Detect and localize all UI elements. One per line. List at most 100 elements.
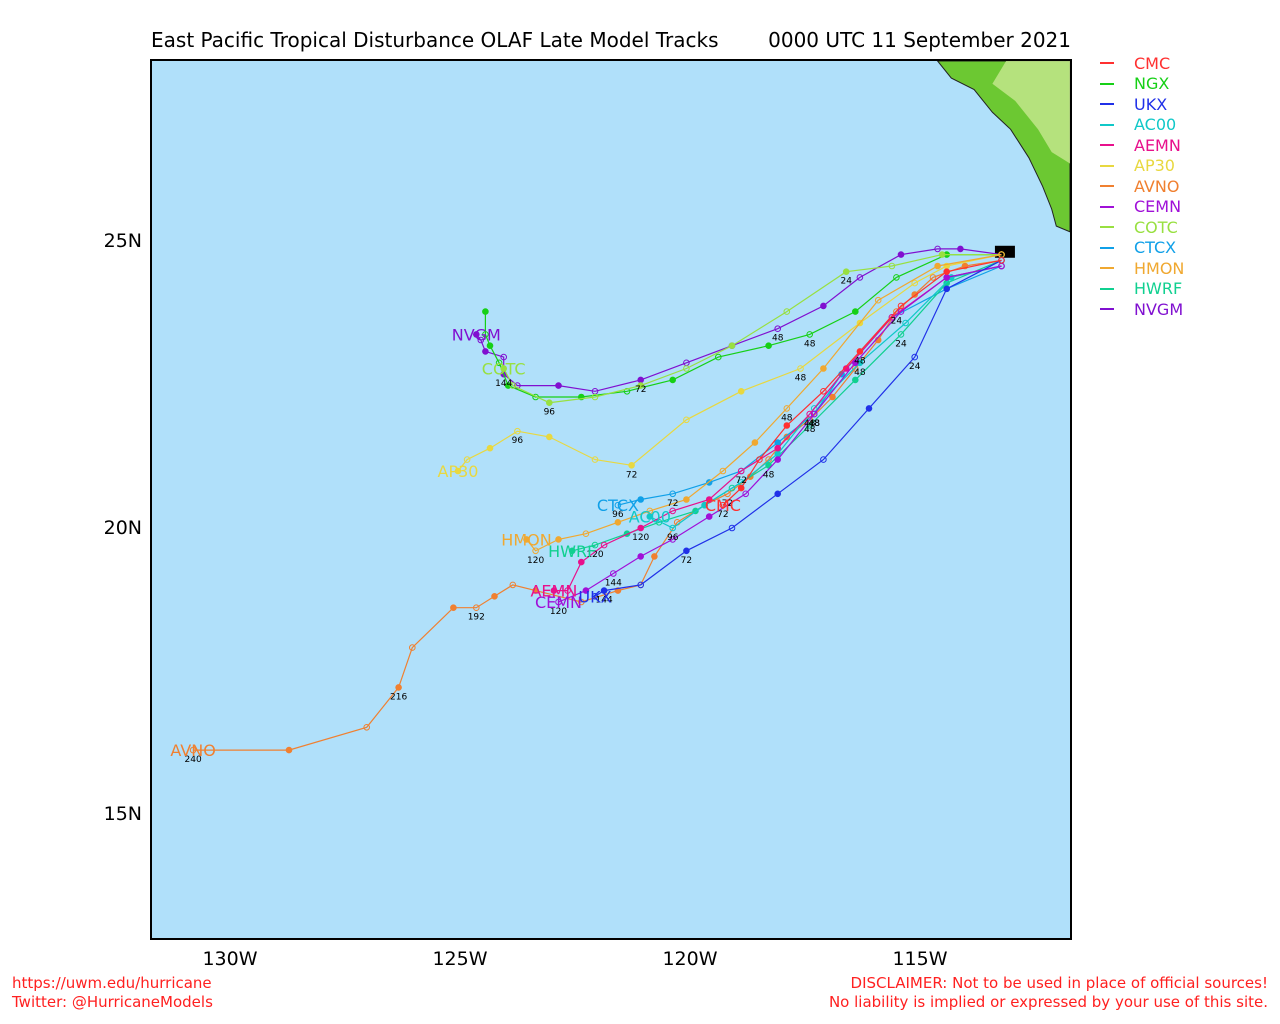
track-point: [737, 467, 745, 475]
track-point: [856, 348, 864, 355]
track-point: [934, 262, 941, 270]
legend-item-ukx: UKX: [1100, 94, 1184, 115]
disclaimer-line-2: No liability is implied or expressed by …: [828, 993, 1268, 1011]
forecast-hour-label: 216: [390, 692, 407, 702]
track-point: [669, 536, 677, 543]
legend-swatch: [1100, 123, 1114, 126]
model-tracks: [189, 245, 1005, 754]
track-point: [532, 587, 539, 594]
legend-label: NVGM: [1134, 299, 1184, 319]
forecast-hour-label: 48: [854, 356, 866, 366]
legend-item-cmc: CMC: [1100, 53, 1184, 74]
track-point: [897, 302, 905, 310]
forecast-hour-label: 48: [804, 419, 816, 429]
track-point: [742, 490, 750, 498]
track-point: [765, 342, 772, 350]
track-point: [482, 331, 489, 338]
track-point: [500, 353, 508, 361]
track-point: [705, 513, 713, 520]
footer-disclaimer: DISCLAIMER: Not to be used in place of o…: [829, 974, 1268, 1012]
track-point: [578, 598, 585, 606]
track-point: [852, 359, 859, 367]
forecast-hour-label: 48: [804, 339, 816, 349]
track-point: [637, 376, 645, 384]
forecast-hour-label: 24: [895, 339, 907, 349]
forecast-hour-label: 120: [632, 533, 649, 543]
forecast-hour-label: 72: [635, 385, 646, 395]
legend-item-ngx: NGX: [1100, 74, 1184, 95]
track-point: [683, 547, 690, 555]
track-point: [637, 496, 645, 503]
forecast-hour-label: 48: [763, 470, 775, 480]
forecast-hour-label: 96: [612, 510, 624, 520]
track-point: [810, 410, 818, 418]
track-point: [783, 422, 791, 429]
lat-label-15n: 15N: [103, 803, 142, 825]
forecast-hour-label: 72: [735, 476, 746, 486]
track-point: [628, 462, 635, 469]
forecast-hour-label: 48: [854, 368, 866, 378]
track-point: [395, 684, 402, 691]
footer-url-link[interactable]: https://uwm.edu/hurricane: [12, 974, 212, 992]
track-point: [957, 245, 964, 253]
track-point: [482, 348, 489, 355]
track-point: [450, 604, 457, 612]
track-point: [669, 490, 677, 498]
footer-twitter: Twitter: @HurricaneModels: [12, 993, 213, 1011]
track-point: [911, 353, 919, 361]
forecast-hour-label: 240: [185, 755, 202, 765]
track-point: [582, 587, 590, 594]
track-point: [600, 541, 608, 549]
track-point: [774, 444, 782, 452]
track-point: [591, 541, 599, 549]
legend: CMC NGX UKX AC00 AEMN AP30 AVNO CEMN COTC CTCX HMO…: [1100, 53, 1184, 320]
track-point: [774, 490, 782, 498]
track-point: [509, 382, 517, 389]
legend-swatch: [1100, 226, 1114, 229]
legend-swatch: [1100, 164, 1114, 167]
track-point: [943, 285, 951, 293]
track-point: [473, 331, 480, 338]
track-point: [495, 359, 503, 367]
map-frame: 24 48 72 192 216 240 AVNO 48 72 144 NVGM 48 24 96 COTC…: [150, 59, 1072, 940]
forecast-hour-label: 192: [468, 613, 485, 623]
forecast-hour-label: 72: [667, 499, 678, 509]
track-point: [806, 410, 814, 418]
track-point: [555, 598, 562, 606]
legend-swatch: [1100, 308, 1114, 311]
track-point: [683, 365, 690, 372]
legend-item-ac00: AC00: [1100, 115, 1184, 136]
track-point: [783, 308, 791, 315]
legend-label: AVNO: [1134, 176, 1180, 196]
forecast-hour-label: 48: [808, 419, 820, 429]
track-end-label-cotc: COTC: [482, 360, 526, 379]
footer-left: https://uwm.edu/hurricane Twitter: @Hurr…: [12, 974, 213, 1012]
track-point: [669, 376, 677, 384]
track-point: [637, 524, 645, 532]
forecast-hour-label: 144: [495, 379, 512, 389]
track-nvgm: [473, 245, 1005, 395]
track-point: [715, 353, 722, 361]
track-point: [852, 376, 859, 384]
legend-label: AP30: [1134, 156, 1175, 176]
track-point: [550, 587, 558, 594]
legend-label: AEMN: [1134, 135, 1181, 155]
track-point: [591, 393, 599, 401]
track-point: [409, 644, 416, 651]
lon-label-115w: 115W: [892, 948, 948, 970]
track-point: [874, 296, 882, 304]
legend-label: AC00: [1134, 115, 1177, 135]
forecast-hour-label: 144: [596, 596, 613, 606]
track-point: [509, 581, 517, 589]
track-ctcx: [614, 262, 1005, 509]
track-aemn: [550, 262, 1005, 594]
storm-position-marker: [994, 245, 1015, 258]
track-point: [285, 746, 293, 754]
track-point: [806, 422, 814, 429]
legend-label: NGX: [1134, 74, 1170, 94]
forecast-datetime: 0000 UTC 11 September 2021: [768, 28, 1071, 52]
track-point: [943, 268, 951, 275]
track-point: [728, 524, 736, 532]
track-point: [806, 331, 814, 338]
track-point: [463, 456, 471, 463]
